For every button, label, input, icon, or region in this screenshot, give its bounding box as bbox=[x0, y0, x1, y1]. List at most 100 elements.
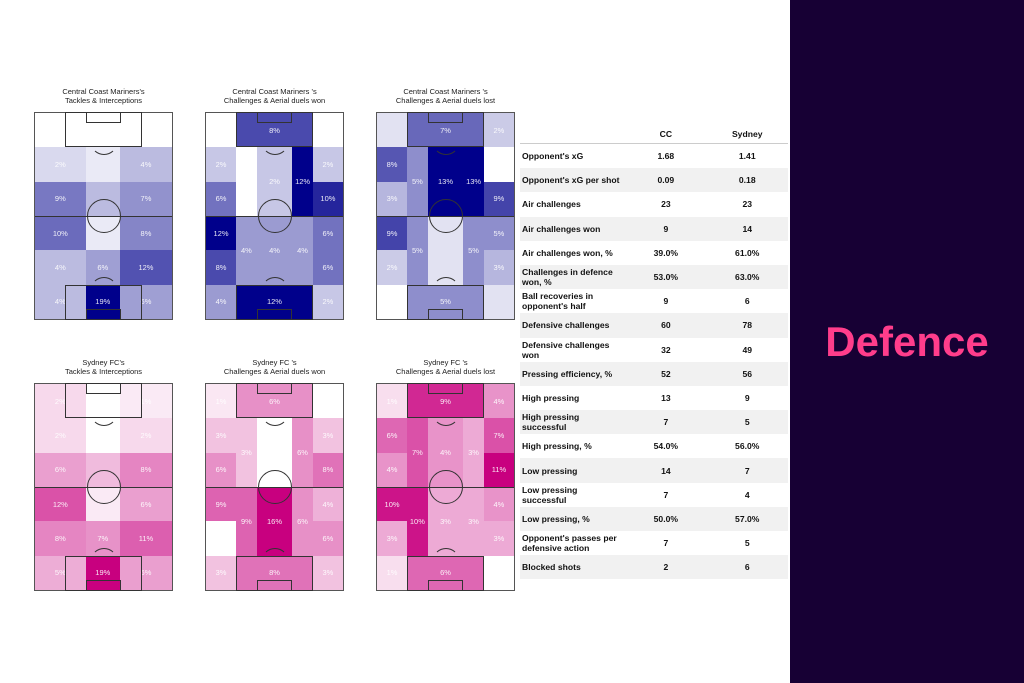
heatmap-zone: 6% bbox=[206, 452, 237, 487]
stat-sydney: 7 bbox=[706, 458, 788, 483]
heatmap-zone: 10% bbox=[312, 181, 343, 216]
table-row: Defensive challenges 60 78 bbox=[520, 313, 788, 338]
stat-sydney: 6 bbox=[744, 296, 750, 307]
heatmap-zone: 0% bbox=[312, 384, 343, 419]
heatmap-zone: 13% bbox=[463, 147, 484, 216]
heatmap-zone: 2% bbox=[206, 147, 237, 182]
heatmap-zone: 3% bbox=[463, 418, 484, 487]
heatmap-zone bbox=[85, 452, 120, 487]
heatmap-zone: 4% bbox=[206, 284, 237, 319]
pitch-heatmap: 0% 0% 0% 2% 4% 9% 7% 10% 8% 4% 6% 12% 4% 19% 6% bbox=[34, 112, 173, 320]
heatmap-zone: 6% bbox=[119, 487, 172, 522]
heatmap-zone: 4% bbox=[483, 384, 514, 419]
heatmap-zone: 8% bbox=[206, 250, 237, 285]
stat-sydney: 56.0% bbox=[735, 441, 760, 452]
heatmap-zone: 6% bbox=[35, 452, 86, 487]
stat-label: Low pressing bbox=[520, 458, 626, 483]
heatmap-zone: 0% bbox=[85, 113, 120, 148]
stat-cc: 14 bbox=[625, 458, 707, 483]
stat-sydney: 4 bbox=[744, 489, 750, 500]
table-row: High pressing 13 9 bbox=[520, 386, 788, 410]
heatmap-zone: 8% bbox=[35, 521, 86, 556]
heatmap-zone: 0% bbox=[312, 113, 343, 148]
heatmap-zone: 3% bbox=[312, 418, 343, 453]
stat-label: Defensive challenges bbox=[520, 313, 626, 338]
heatmap-zone: 5% bbox=[483, 216, 514, 251]
section-panel: Defence bbox=[790, 0, 1024, 683]
stat-cc: 53.0% bbox=[625, 264, 707, 290]
stat-sydney: 5 bbox=[706, 410, 788, 435]
heatmap-zone: 8% bbox=[236, 555, 313, 590]
table-row: Air challenges won 9 14 bbox=[520, 216, 788, 241]
heatmap-zone: 3% bbox=[377, 521, 408, 556]
heatmap-zone: 9% bbox=[377, 216, 408, 251]
stat-cc: 23 bbox=[661, 199, 671, 210]
heatmap-zone: 0% bbox=[256, 418, 293, 487]
stat-cc: 2 bbox=[625, 555, 707, 580]
heatmap-zone: 6% bbox=[407, 555, 484, 590]
heatmap-zone: 8% bbox=[119, 452, 172, 487]
stat-sydney: 14 bbox=[706, 216, 788, 241]
stat-label: Opponent's xG per shot bbox=[520, 168, 626, 193]
table-row: Ball recoveries in opponent's half 9 6 bbox=[520, 289, 788, 313]
heatmap-zone: 3% bbox=[463, 487, 484, 556]
heatmap-zone bbox=[85, 487, 120, 522]
heatmap-zone: 7% bbox=[407, 418, 428, 487]
heatmap-zone: 10% bbox=[377, 487, 408, 522]
heatmap-title: Central Coast Mariners 's Challenges & A… bbox=[395, 87, 496, 105]
heatmap-zone: 0% bbox=[206, 113, 237, 148]
heatmap-zone: 6% bbox=[206, 181, 237, 216]
heatmap-zone: 0% bbox=[483, 555, 514, 590]
stat-sydney: 23 bbox=[742, 199, 753, 210]
heatmap-zone bbox=[483, 284, 514, 319]
heatmap-zone: 4% bbox=[35, 284, 86, 319]
heatmap-zone: 5% bbox=[407, 216, 428, 285]
stat-label: Opponent's xG bbox=[522, 151, 584, 162]
stat-cc: 13 bbox=[661, 392, 671, 403]
stat-label: Pressing efficiency, % bbox=[520, 361, 626, 386]
heatmap-zone: 16% bbox=[256, 487, 293, 556]
stat-sydney: 57.0% bbox=[706, 506, 788, 531]
heatmap-zone: 6% bbox=[236, 384, 313, 419]
heatmap-zone: 9% bbox=[236, 487, 257, 556]
heatmap-zone: 3% bbox=[483, 521, 514, 556]
table-row: Opponent's xG 1.68 1.41 bbox=[520, 144, 788, 169]
table-row: High pressing successful 7 5 bbox=[520, 410, 788, 435]
heatmap-zone: 6% bbox=[292, 418, 313, 487]
stat-label: Challenges in defence won, % bbox=[520, 264, 626, 290]
heatmap-zone: 4% bbox=[35, 250, 86, 285]
heatmap-zone: 7% bbox=[119, 181, 172, 216]
heatmap-zone: 6% bbox=[377, 418, 408, 453]
heatmap-zone: 0% bbox=[35, 113, 86, 148]
pitch-heatmap: 1% 9% 4% 6% 4% 7% 4% 3% 7% 11% 10% 3% 10% 3% 3% 4% 3% 1% 6… bbox=[376, 383, 515, 591]
heatmap-zone: 12% bbox=[35, 487, 86, 522]
heatmap-zone: 3% bbox=[427, 487, 464, 556]
heatmap-zone bbox=[85, 181, 120, 216]
stat-sydney: 6 bbox=[706, 555, 788, 580]
heatmap-zone: 4% bbox=[256, 216, 293, 285]
heatmap-zone: 4% bbox=[483, 487, 514, 522]
stat-label: Blocked shots bbox=[520, 555, 626, 580]
heatmap-zone: 7% bbox=[483, 418, 514, 453]
table-row: Pressing efficiency, % 52 56 bbox=[520, 361, 788, 386]
pitch-heatmap: 0% 8% 0% 2% 6% 0% 2% 12% 2% 10% 12% 8% 4% 4% 4% 6% 6% 4% 1… bbox=[205, 112, 344, 320]
stat-label: Opponent's passes per defensive action bbox=[522, 533, 617, 554]
section-title: Defence bbox=[825, 318, 989, 365]
stat-sydney: 5 bbox=[744, 538, 750, 549]
heatmap-title: Central Coast Mariners's Tackles & Inter… bbox=[62, 87, 145, 105]
stat-cc: 39.0% bbox=[653, 247, 679, 258]
heatmap-zone: 7% bbox=[85, 521, 120, 556]
stat-sydney: 49 bbox=[742, 344, 753, 355]
heatmap-zone bbox=[85, 216, 120, 251]
stat-sydney: 0.18 bbox=[706, 168, 788, 193]
stat-cc: 32 bbox=[661, 344, 671, 355]
stat-cc: 7 bbox=[625, 410, 707, 435]
heatmap-zone: 19% bbox=[85, 284, 120, 319]
heatmap-zone: 5% bbox=[407, 284, 484, 319]
heatmap-zone: 8% bbox=[312, 452, 343, 487]
heatmap-zone bbox=[427, 216, 464, 285]
stat-sydney: 1.41 bbox=[738, 151, 756, 162]
heatmap-zone: 19% bbox=[85, 555, 120, 590]
heatmap-zone: 5% bbox=[35, 555, 86, 590]
stat-cc: 7 bbox=[663, 489, 669, 500]
